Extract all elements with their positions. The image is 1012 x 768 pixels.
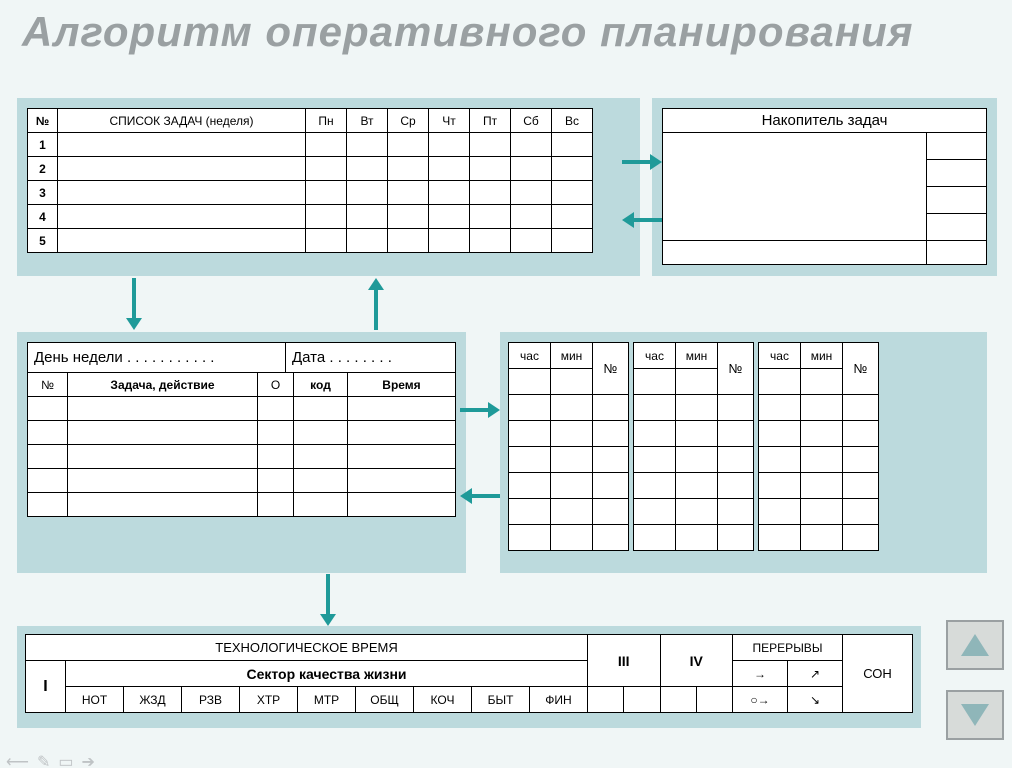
day-header-table: День недели . . . . . . . . . . . Дата .… — [27, 342, 456, 373]
table-row — [759, 525, 879, 551]
table-row — [634, 499, 754, 525]
toolbar-back-icon[interactable]: ⟵ — [6, 752, 29, 768]
time-log-table: часмин№ — [633, 342, 754, 551]
nav-down-button[interactable] — [946, 690, 1004, 740]
table-row — [634, 473, 754, 499]
col-sun: Вс — [552, 109, 593, 133]
toolbar-pen-icon[interactable]: ✎ — [37, 752, 50, 768]
toolbar-box-icon[interactable]: ▭ — [58, 752, 73, 768]
table-row — [759, 395, 879, 421]
toolbar-forward-icon[interactable]: ➔ — [81, 752, 94, 768]
date-label: Дата . . . . . . . . — [286, 343, 456, 373]
table-header-row: № СПИСОК ЗАДАЧ (неделя) Пн Вт Ср Чт Пт С… — [28, 109, 593, 133]
table-row — [28, 469, 456, 493]
time-log-table: часмин№ — [508, 342, 629, 551]
day-plan-panel: День недели . . . . . . . . . . . Дата .… — [17, 332, 466, 573]
time-logs-panel: часмин№часмин№часмин№ — [500, 332, 987, 573]
table-row — [634, 525, 754, 551]
day-actions-table: № Задача, действие О код Время — [27, 372, 456, 517]
table-row — [634, 447, 754, 473]
arrow-down-icon — [124, 278, 144, 330]
table-row — [509, 447, 629, 473]
table-row — [509, 421, 629, 447]
table-row — [28, 445, 456, 469]
nav-up-button[interactable] — [946, 620, 1004, 670]
table-row — [759, 421, 879, 447]
table-row: 2 — [28, 157, 593, 181]
col-sat: Сб — [511, 109, 552, 133]
table-row — [634, 421, 754, 447]
triangle-up-icon — [961, 634, 989, 656]
time-log-mini: часмин№ — [508, 342, 629, 551]
sector-label: Сектор качества жизни — [66, 661, 588, 687]
arrow-left-icon — [622, 210, 662, 230]
col-fri: Пт — [470, 109, 511, 133]
tech-time-label: ТЕХНОЛОГИЧЕСКОЕ ВРЕМЯ — [26, 635, 588, 661]
task-accumulator-panel: Накопитель задач — [652, 98, 997, 276]
table-row: 5 — [28, 229, 593, 253]
table-header-row: № Задача, действие О код Время — [28, 373, 456, 397]
table-row — [759, 447, 879, 473]
arrow-right-icon — [622, 152, 662, 172]
table-row — [509, 395, 629, 421]
col-num: № — [28, 109, 58, 133]
accumulator-title: Накопитель задач — [663, 109, 987, 133]
col-mon: Пн — [306, 109, 347, 133]
triangle-down-icon — [961, 704, 989, 726]
table-row: 1 — [28, 133, 593, 157]
table-row — [28, 493, 456, 517]
table-row — [759, 473, 879, 499]
tech-time-panel: ТЕХНОЛОГИЧЕСКОЕ ВРЕМЯ III IV ПЕРЕРЫВЫ СО… — [17, 626, 921, 728]
page-title: Алгоритм оперативного планирования — [22, 8, 1012, 56]
arrow-up-icon — [366, 278, 386, 330]
weekly-tasks-table: № СПИСОК ЗАДАЧ (неделя) Пн Вт Ср Чт Пт С… — [27, 108, 593, 253]
time-log-mini: часмин№ — [633, 342, 754, 551]
table-row — [28, 421, 456, 445]
table-row: 4 — [28, 205, 593, 229]
table-row — [509, 473, 629, 499]
table-row — [759, 499, 879, 525]
table-row — [509, 525, 629, 551]
weekday-label: День недели . . . . . . . . . . . — [28, 343, 286, 373]
arrow-down-icon — [318, 574, 338, 626]
col-tue: Вт — [347, 109, 388, 133]
col-thu: Чт — [429, 109, 470, 133]
weekly-tasks-panel: № СПИСОК ЗАДАЧ (неделя) Пн Вт Ср Чт Пт С… — [17, 98, 640, 276]
task-accumulator-table: Накопитель задач — [662, 108, 987, 265]
col-tasklist: СПИСОК ЗАДАЧ (неделя) — [58, 109, 306, 133]
tech-time-table: ТЕХНОЛОГИЧЕСКОЕ ВРЕМЯ III IV ПЕРЕРЫВЫ СО… — [25, 634, 913, 713]
bottom-toolbar: ⟵ ✎ ▭ ➔ — [6, 752, 95, 768]
breaks-label: ПЕРЕРЫВЫ — [733, 635, 843, 661]
table-row — [634, 395, 754, 421]
arrow-left-icon — [460, 486, 500, 506]
table-row — [28, 397, 456, 421]
table-row — [509, 499, 629, 525]
col-wed: Ср — [388, 109, 429, 133]
table-row: 3 — [28, 181, 593, 205]
time-log-mini: часмин№ — [758, 342, 879, 551]
time-log-table: часмин№ — [758, 342, 879, 551]
sleep-label: СОН — [843, 635, 913, 713]
arrow-right-icon — [460, 400, 500, 420]
